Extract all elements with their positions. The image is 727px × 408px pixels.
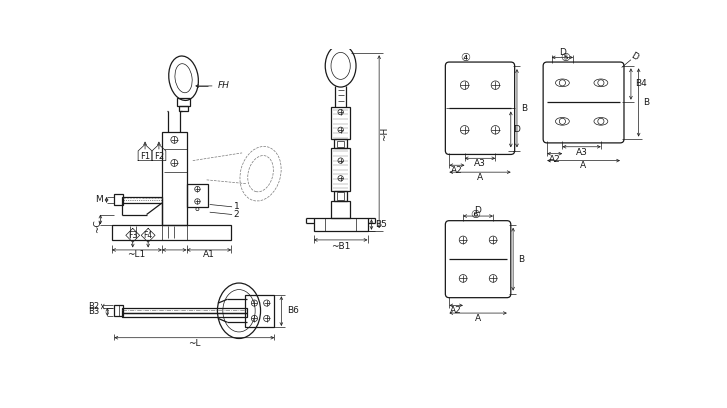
Text: ⑤: ⑤ <box>561 53 571 63</box>
Text: B: B <box>521 104 528 113</box>
Bar <box>114 195 124 205</box>
Text: B: B <box>643 98 649 106</box>
Bar <box>332 202 350 218</box>
Text: ~L: ~L <box>188 339 201 348</box>
Bar <box>122 313 246 317</box>
Bar <box>122 308 246 313</box>
Text: A2: A2 <box>549 155 561 164</box>
Bar <box>332 107 350 139</box>
Text: A: A <box>477 173 483 182</box>
Bar <box>334 139 347 148</box>
Text: B2: B2 <box>89 302 100 310</box>
Text: A: A <box>580 162 586 171</box>
Text: F3: F3 <box>128 231 137 240</box>
Text: ~L1: ~L1 <box>127 250 145 259</box>
Text: D: D <box>513 124 520 133</box>
Text: FH: FH <box>217 81 229 90</box>
Text: M: M <box>95 195 103 204</box>
Bar <box>334 191 347 202</box>
Text: B3: B3 <box>89 307 100 316</box>
Text: A: A <box>475 314 481 323</box>
Bar <box>114 305 124 316</box>
Text: ~H: ~H <box>380 127 389 141</box>
Bar <box>177 98 190 106</box>
Text: B5: B5 <box>375 220 387 229</box>
Bar <box>187 184 208 207</box>
Bar <box>313 218 368 231</box>
Text: D: D <box>559 48 566 57</box>
Text: ⑥: ⑥ <box>470 210 481 220</box>
Text: B6: B6 <box>286 306 299 315</box>
Text: 1: 1 <box>233 202 239 211</box>
Text: B4: B4 <box>635 79 647 88</box>
Text: ④: ④ <box>460 53 470 63</box>
Text: A1: A1 <box>203 250 215 259</box>
Text: F2: F2 <box>154 152 164 161</box>
Bar <box>179 106 188 111</box>
Text: A3: A3 <box>576 148 587 157</box>
Text: A2: A2 <box>450 306 462 315</box>
Text: ~B1: ~B1 <box>331 242 350 251</box>
Text: D: D <box>474 206 481 215</box>
Bar <box>112 224 231 240</box>
Text: D: D <box>629 51 639 62</box>
Text: B: B <box>518 255 525 264</box>
Text: ~C: ~C <box>93 219 102 233</box>
Text: A2: A2 <box>451 166 463 175</box>
Bar <box>245 295 274 327</box>
Bar <box>337 141 345 147</box>
Bar <box>162 132 187 224</box>
Text: 2: 2 <box>233 210 239 219</box>
Text: A3: A3 <box>474 159 486 168</box>
Text: F1: F1 <box>140 152 150 161</box>
Bar <box>332 148 350 191</box>
Text: F4: F4 <box>143 231 153 240</box>
Bar <box>337 192 345 200</box>
Bar <box>122 197 162 203</box>
